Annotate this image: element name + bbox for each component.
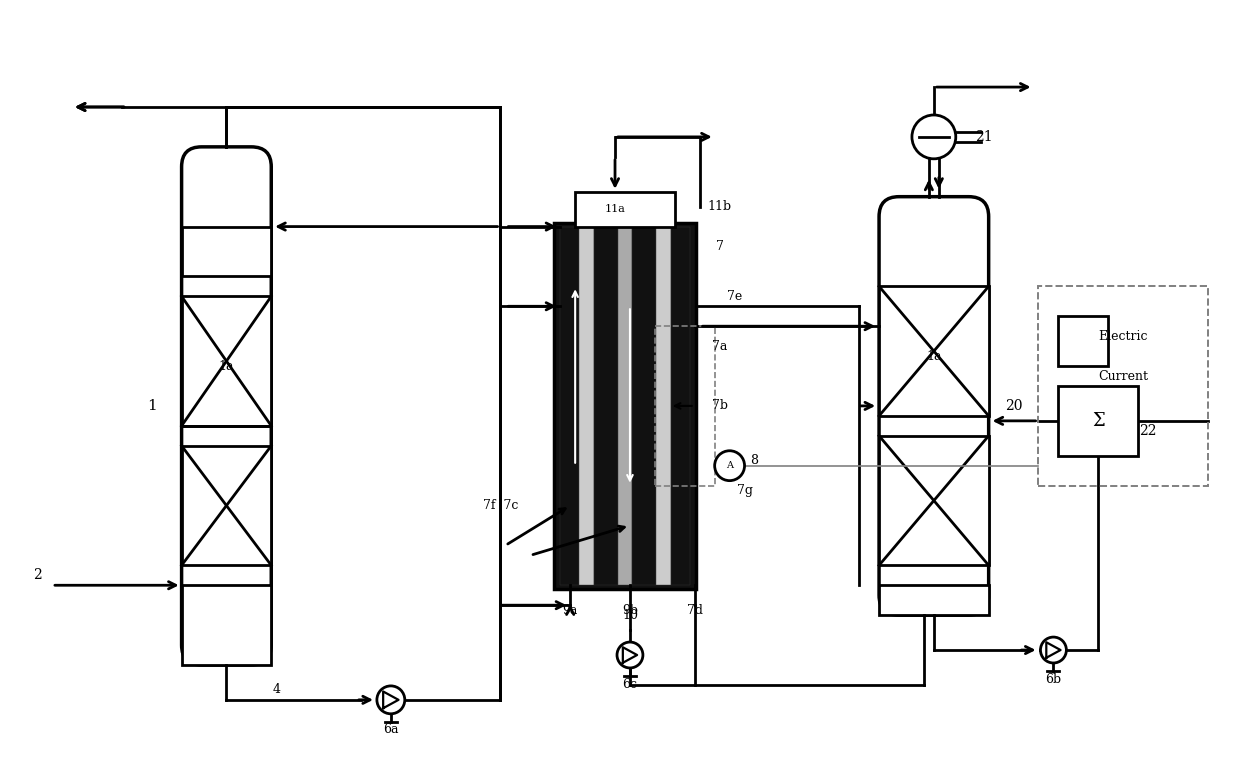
Bar <box>656 227 671 585</box>
Text: 21: 21 <box>975 130 992 144</box>
Circle shape <box>377 686 404 714</box>
Text: 7d: 7d <box>687 604 703 617</box>
Bar <box>181 446 272 565</box>
Text: 8: 8 <box>750 454 759 467</box>
Bar <box>632 227 656 585</box>
Bar <box>671 227 689 585</box>
Bar <box>181 296 272 426</box>
Text: A: A <box>727 461 733 470</box>
Bar <box>879 585 988 615</box>
Bar <box>1038 286 1208 486</box>
Text: 22: 22 <box>1140 424 1157 438</box>
Bar <box>554 223 696 589</box>
Text: 6c: 6c <box>622 679 637 692</box>
Text: 7g: 7g <box>737 484 753 497</box>
Text: 20: 20 <box>1004 399 1022 413</box>
Bar <box>1059 386 1138 456</box>
Text: 10: 10 <box>622 609 637 622</box>
Text: 9a: 9a <box>563 604 578 617</box>
Bar <box>181 585 272 665</box>
Circle shape <box>714 450 744 480</box>
Bar <box>655 326 714 486</box>
Text: 9b: 9b <box>622 604 637 617</box>
Text: 7a: 7a <box>712 339 728 352</box>
Text: 6a: 6a <box>383 723 398 736</box>
Text: 2: 2 <box>32 568 41 582</box>
Text: 7e: 7e <box>727 290 743 303</box>
Text: Current: Current <box>1099 369 1148 382</box>
Bar <box>575 192 675 227</box>
FancyBboxPatch shape <box>181 147 272 665</box>
Text: 7: 7 <box>715 240 724 253</box>
Circle shape <box>911 115 956 159</box>
Bar <box>560 227 579 585</box>
Text: 7b: 7b <box>712 399 728 412</box>
Text: 11b: 11b <box>708 200 732 213</box>
Bar <box>618 227 632 585</box>
Bar <box>181 227 272 277</box>
Bar <box>879 436 988 565</box>
Circle shape <box>1040 637 1066 663</box>
Bar <box>579 227 594 585</box>
Text: 1: 1 <box>146 399 156 413</box>
Text: 11a: 11a <box>605 204 625 214</box>
Text: 1a: 1a <box>926 349 941 362</box>
Text: 4: 4 <box>273 683 280 696</box>
Text: Σ: Σ <box>1092 412 1105 430</box>
Text: 6b: 6b <box>1045 673 1061 686</box>
FancyBboxPatch shape <box>879 197 988 615</box>
Bar <box>879 286 988 416</box>
Bar <box>594 227 618 585</box>
Text: 7f  7c: 7f 7c <box>482 499 518 512</box>
Bar <box>1059 316 1109 366</box>
Text: 1a: 1a <box>218 359 234 372</box>
Text: Electric: Electric <box>1099 329 1148 342</box>
Circle shape <box>618 642 642 668</box>
